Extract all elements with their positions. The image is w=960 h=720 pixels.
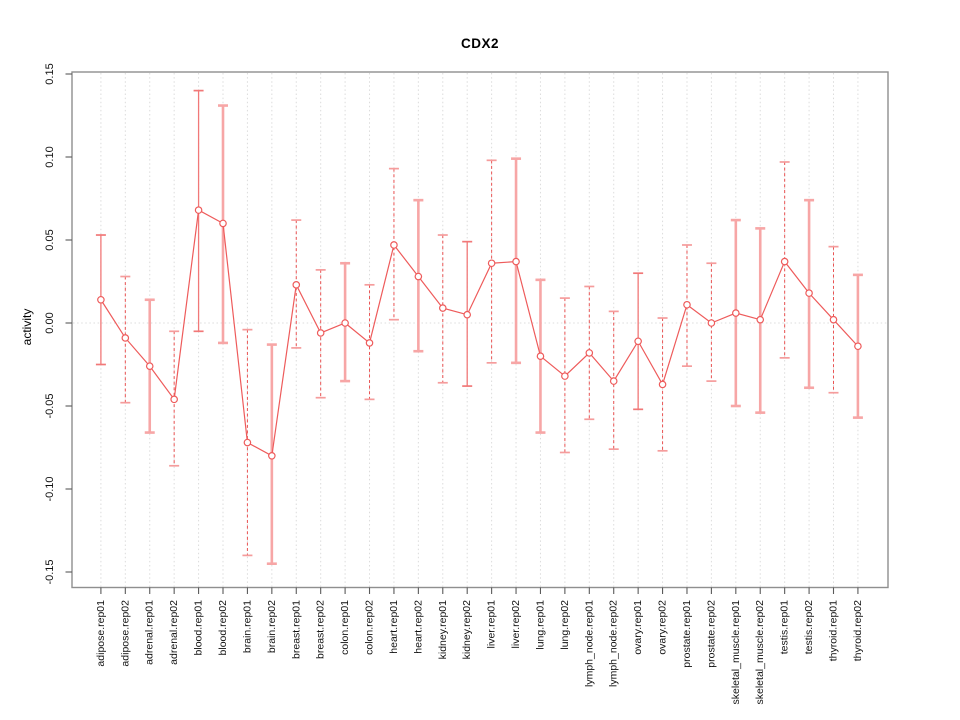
x-tick-label: thyroid.rep02 [852, 600, 864, 661]
data-point [170, 395, 178, 404]
data-point [390, 241, 398, 249]
x-tick-label: breast.rep02 [315, 600, 327, 659]
x-tick-label: adrenal.rep01 [144, 600, 156, 665]
data-point [145, 362, 154, 370]
x-tick-label: adipose.rep02 [119, 600, 131, 667]
x-tick-label: ovary.rep02 [657, 600, 669, 655]
chart-title: CDX2 [460, 36, 499, 51]
x-tick-label: lung.rep01 [534, 600, 546, 650]
y-tick-label: -0.15 [44, 559, 56, 584]
x-tick-label: skeletal_muscle.rep01 [730, 600, 742, 705]
x-tick-label: brain.rep02 [266, 600, 278, 653]
data-point [683, 300, 691, 309]
data-point [609, 377, 618, 385]
data-point [316, 329, 325, 337]
data-point [536, 352, 545, 361]
x-tick-label: lung.rep02 [559, 600, 571, 650]
data-point [414, 272, 423, 281]
x-tick-label: blood.rep02 [217, 600, 229, 656]
x-tick-label: thyroid.rep01 [828, 600, 840, 661]
series-line [100, 209, 859, 457]
data-point [707, 319, 716, 327]
data-point [756, 315, 765, 324]
data-point [634, 337, 642, 346]
x-tick-label: breast.rep01 [290, 600, 302, 659]
x-tick-label: skeletal_muscle.rep02 [754, 600, 766, 705]
x-tick-label: lymph_node.rep01 [583, 600, 595, 687]
y-tick-label: -0.05 [44, 393, 56, 418]
data-point [365, 339, 374, 347]
y-tick-label: 0.15 [44, 63, 56, 84]
data-point [658, 380, 667, 389]
x-tick-label: kidney.rep02 [461, 600, 473, 660]
data-point [194, 206, 203, 214]
data-point [292, 281, 301, 289]
x-tick-label: heart.rep01 [388, 600, 400, 654]
x-tick-label: liver.rep01 [486, 600, 498, 649]
data-point [341, 319, 349, 327]
data-point [121, 334, 130, 342]
plot-border [71, 71, 889, 589]
data-point [97, 295, 105, 304]
data-point [219, 219, 227, 228]
data-point [561, 372, 569, 380]
y-tick-label: 0.05 [44, 229, 56, 250]
data-point [585, 349, 594, 357]
data-point [268, 451, 276, 460]
x-tick-label: lymph_node.rep02 [608, 600, 620, 687]
data-point [780, 257, 789, 266]
y-tick-label: -0.10 [44, 476, 56, 501]
x-tick-label: heart.rep02 [412, 600, 424, 654]
data-point [829, 315, 838, 324]
data-point [805, 289, 813, 297]
x-tick-label: testis.rep01 [779, 600, 791, 654]
y-tick-label: 0.00 [44, 312, 56, 333]
x-tick-label: testis.rep02 [803, 600, 815, 654]
x-tick-label: colon.rep01 [339, 600, 351, 655]
x-tick-label: ovary.rep01 [632, 600, 644, 655]
data-point [854, 342, 862, 351]
x-tick-label: prostate.rep02 [705, 600, 717, 668]
x-tick-label: colon.rep02 [364, 600, 376, 655]
x-tick-label: liver.rep02 [510, 600, 522, 649]
x-tick-label: kidney.rep01 [437, 600, 449, 660]
data-point [732, 309, 740, 317]
x-tick-label: prostate.rep01 [681, 600, 693, 668]
x-tick-label: adrenal.rep02 [168, 600, 180, 665]
data-point [438, 304, 447, 312]
x-tick-label: brain.rep01 [241, 600, 253, 653]
y-axis-title-text: activity [20, 308, 34, 346]
data-point [512, 257, 520, 266]
data-point [243, 438, 252, 447]
data-point [487, 259, 496, 268]
x-tick-label: adipose.rep01 [95, 600, 107, 667]
data-point [463, 310, 472, 319]
x-tick-label: blood.rep01 [193, 600, 205, 656]
y-tick-label: 0.10 [44, 146, 56, 167]
